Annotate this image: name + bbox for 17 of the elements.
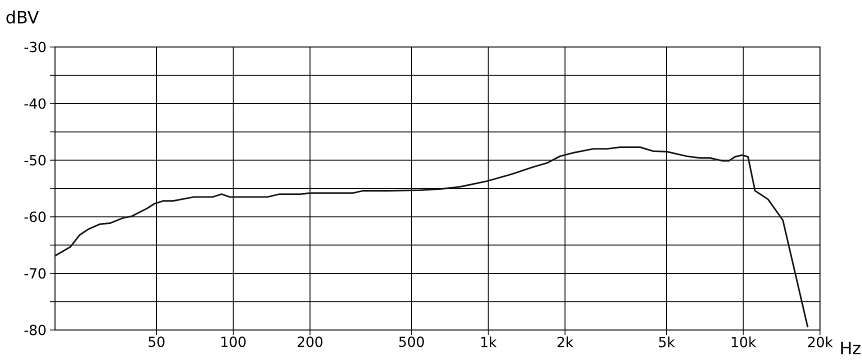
x-tick-label: 20k bbox=[808, 336, 833, 348]
y-axis-title: dBV bbox=[6, 10, 39, 24]
x-tick-label: 50 bbox=[148, 336, 164, 348]
y-tick-label: -30 bbox=[24, 42, 46, 52]
x-tick-label: 200 bbox=[298, 336, 322, 348]
y-tick-label: -40 bbox=[24, 98, 46, 109]
x-tick-label: 5k bbox=[659, 336, 675, 348]
y-tick-label: -70 bbox=[24, 268, 46, 279]
x-tick-label: 2k bbox=[558, 336, 574, 348]
y-tick-label: -50 bbox=[24, 154, 46, 166]
x-tick-label: 1k bbox=[481, 336, 497, 348]
x-tick-label: 500 bbox=[399, 336, 424, 348]
y-tick-label: -80 bbox=[24, 324, 46, 336]
x-tick-label: 10k bbox=[732, 336, 756, 348]
x-tick-label: 100 bbox=[221, 336, 246, 348]
y-tick-label: -60 bbox=[24, 212, 46, 222]
x-axis-title: Hz bbox=[841, 342, 860, 354]
